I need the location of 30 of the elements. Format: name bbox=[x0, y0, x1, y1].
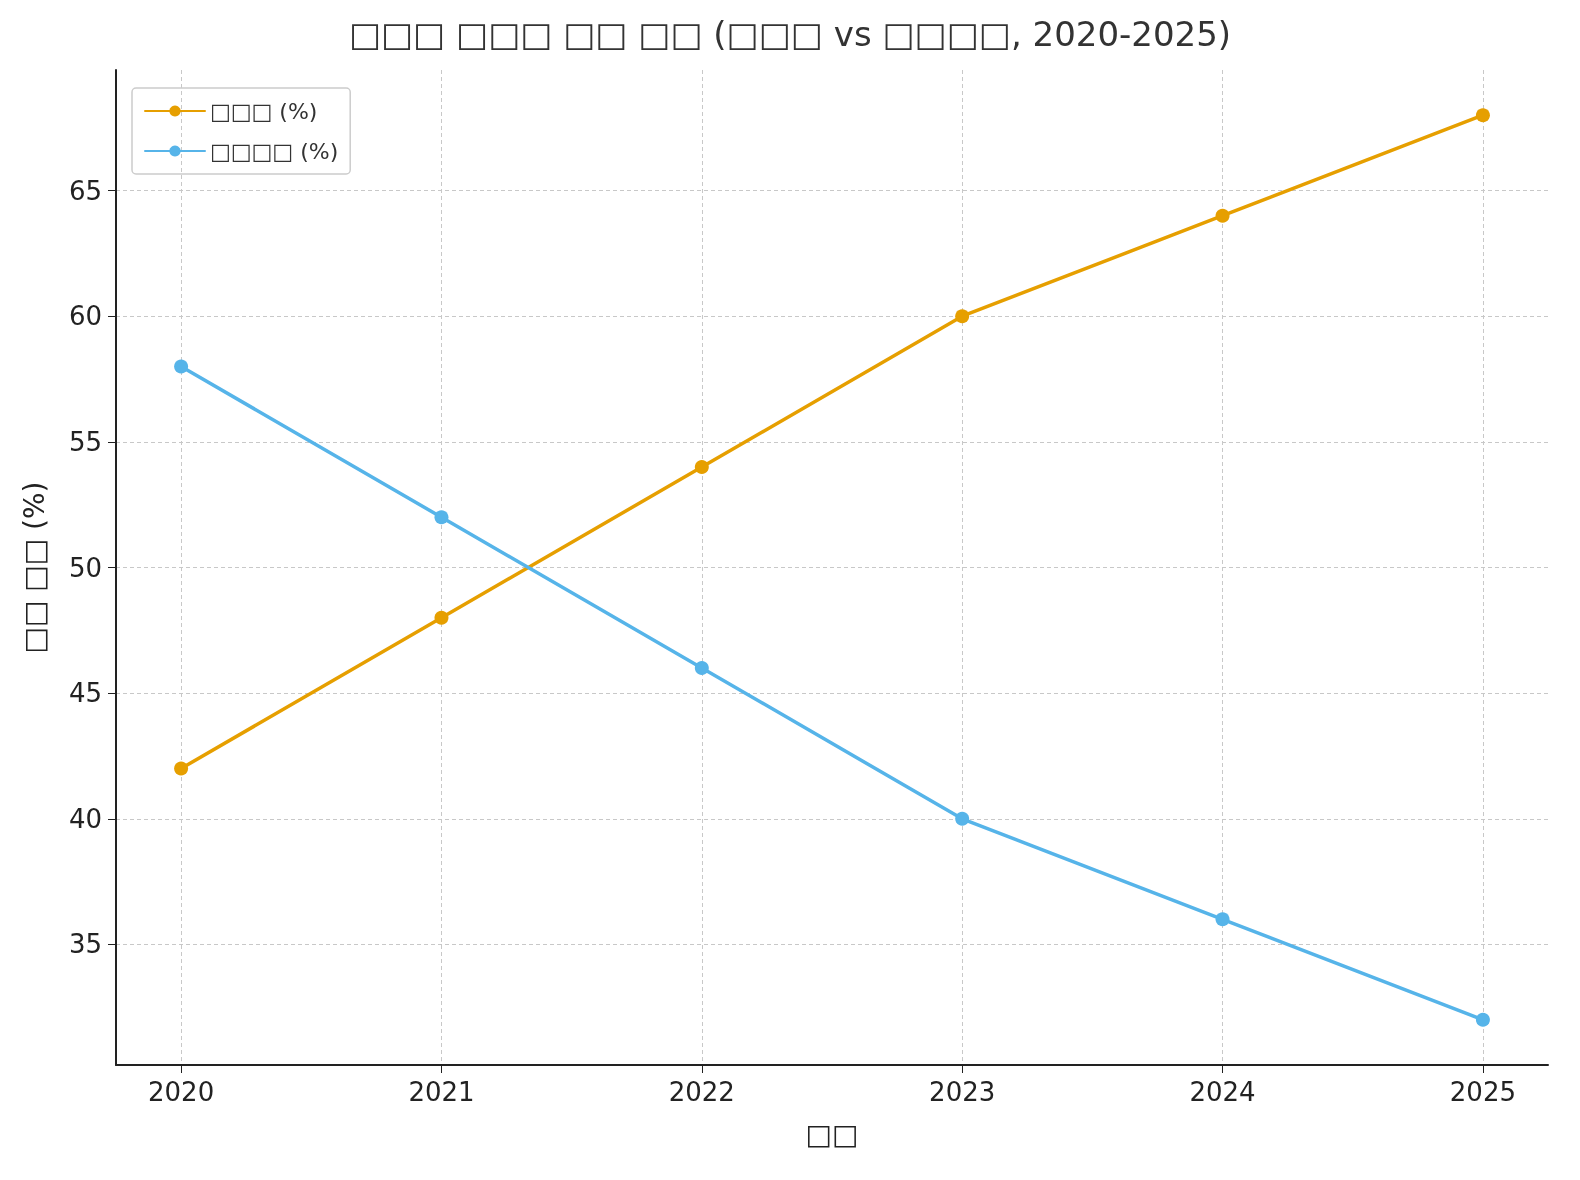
point bbox=[955, 811, 970, 826]
point bbox=[1475, 1012, 1490, 1027]
y-tick-label: 50 bbox=[68, 552, 102, 583]
y-tick-label: 35 bbox=[68, 929, 102, 960]
x-tick-label: 2022 bbox=[668, 1077, 735, 1107]
point bbox=[1215, 208, 1230, 223]
point bbox=[694, 661, 709, 675]
point bbox=[434, 510, 449, 525]
point bbox=[1215, 912, 1230, 927]
y-axis-title: □□ □□ (%) bbox=[17, 481, 51, 654]
x-tick-label: 2024 bbox=[1189, 1077, 1256, 1107]
chart-title: □□□ □□□ □□ □□ (□□□ vs □□□□, 2020-2025) bbox=[348, 14, 1232, 54]
x-tick-label: 2023 bbox=[929, 1077, 996, 1107]
point bbox=[174, 761, 189, 776]
y-tick-label: 40 bbox=[68, 803, 102, 834]
y-tick-label: 45 bbox=[68, 678, 102, 709]
point bbox=[174, 359, 189, 374]
point bbox=[694, 460, 709, 474]
point bbox=[955, 309, 970, 324]
y-tick-label: 60 bbox=[68, 301, 102, 332]
y-tick-label: 65 bbox=[68, 175, 102, 206]
point bbox=[1475, 108, 1490, 123]
x-tick-label: 2025 bbox=[1449, 1077, 1516, 1107]
legend-label: □□□□ (%) bbox=[210, 138, 339, 164]
x-axis-title: □□ bbox=[805, 1117, 859, 1151]
legend-label: □□□ (%) bbox=[210, 98, 318, 124]
point bbox=[434, 610, 449, 625]
x-tick-label: 2021 bbox=[408, 1077, 475, 1107]
y-tick-label: 55 bbox=[68, 426, 102, 457]
x-tick-label: 2020 bbox=[148, 1077, 215, 1107]
